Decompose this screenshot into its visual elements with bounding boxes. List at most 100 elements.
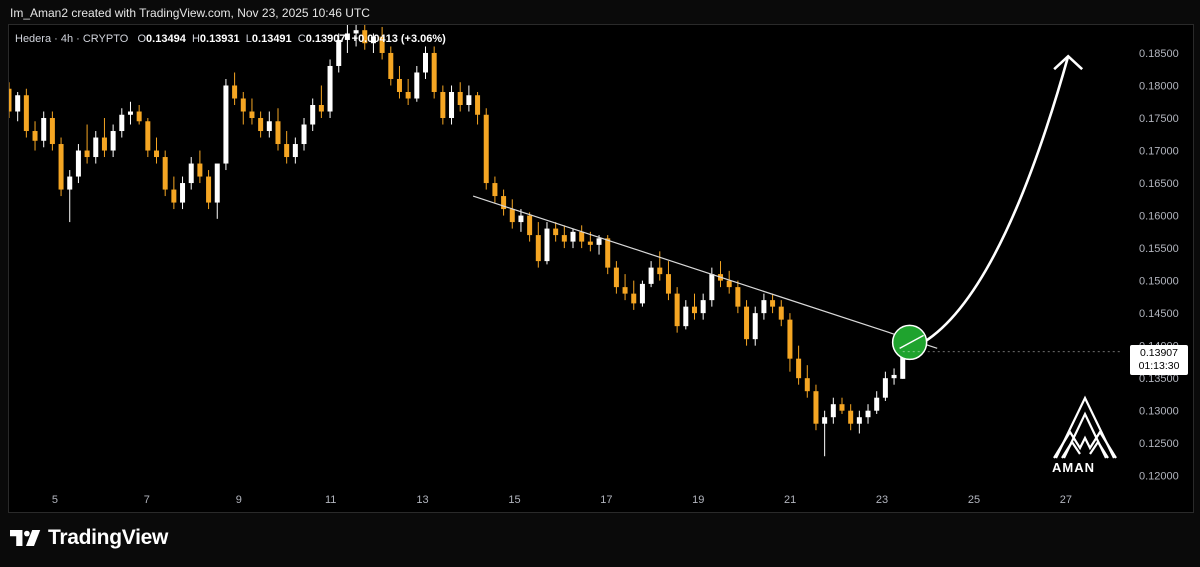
candle-body (475, 95, 481, 115)
candle (865, 404, 871, 424)
candle-body (449, 91, 455, 119)
y-tick-label: 0.17500 (1139, 113, 1179, 125)
candle (830, 397, 836, 424)
candle-body (839, 404, 845, 411)
candle (396, 65, 402, 99)
candle-body (240, 98, 246, 112)
candle-body (362, 30, 368, 44)
candle (518, 209, 524, 232)
chart-panel[interactable]: 0.120000.125000.130000.135000.140000.145… (8, 24, 1194, 513)
candle (648, 261, 654, 288)
candle-body (49, 118, 55, 145)
low-value: 0.13491 (251, 33, 292, 45)
candle-body (709, 274, 715, 301)
x-tick-label: 13 (416, 494, 428, 506)
candle-body (570, 231, 576, 242)
price-chart[interactable]: 0.120000.125000.130000.135000.140000.145… (9, 25, 1193, 512)
candle-body (41, 118, 47, 141)
candle (422, 46, 428, 79)
candle-body (770, 300, 776, 307)
candle-body (440, 91, 446, 119)
candle-body (15, 95, 21, 112)
candle-body (492, 183, 498, 197)
high-value: 0.13931 (199, 33, 240, 45)
candle (735, 280, 741, 314)
candle (605, 235, 611, 275)
candle-body (813, 391, 819, 424)
candle (726, 270, 732, 294)
low-label: L (245, 33, 252, 45)
candle-body (422, 52, 428, 73)
candle (275, 108, 281, 151)
candle-body (830, 404, 836, 418)
candle-body (778, 306, 784, 320)
candle (344, 25, 350, 53)
candle-body (856, 417, 862, 424)
candle-body (119, 114, 125, 132)
y-tick-label: 0.15500 (1139, 243, 1179, 255)
tradingview-logo[interactable]: TradingView (10, 526, 168, 550)
candle-body (648, 267, 654, 284)
candle (622, 274, 628, 301)
candle (848, 404, 854, 431)
candle-body (657, 267, 663, 275)
overlay-layer (472, 54, 1121, 361)
candle-body (726, 280, 732, 288)
candle (336, 33, 342, 73)
y-tick-label: 0.18000 (1139, 80, 1179, 92)
candle-body (796, 358, 802, 379)
candle-body (544, 228, 550, 262)
candle-body (75, 150, 81, 177)
candle (856, 410, 862, 434)
candle (67, 170, 73, 223)
candle (839, 397, 845, 414)
x-tick-label: 9 (236, 494, 242, 506)
candle-body (683, 306, 689, 327)
candle (665, 261, 671, 301)
candle-body (266, 121, 272, 132)
candle-body (310, 105, 316, 125)
candle (58, 137, 64, 197)
candle (388, 46, 394, 86)
candle-body (214, 163, 220, 203)
candle (75, 144, 81, 184)
candle (770, 293, 776, 314)
candle-body (136, 111, 142, 122)
candle (310, 98, 316, 132)
candle (778, 300, 784, 327)
candle-body (900, 351, 906, 379)
candle (23, 88, 29, 138)
x-tick-label: 19 (692, 494, 704, 506)
chart-attribution: Im_Aman2 created with TradingView.com, N… (10, 6, 370, 20)
candle-body (761, 300, 767, 314)
candle-body (882, 378, 888, 398)
candle (457, 82, 463, 112)
candle-body (336, 39, 342, 66)
candle-body (501, 196, 507, 210)
y-tick-label: 0.13000 (1139, 406, 1179, 418)
candle (145, 118, 151, 158)
candle-body (466, 95, 472, 106)
candle-body (318, 105, 324, 112)
candle (882, 371, 888, 401)
candle (440, 85, 446, 125)
candle-body (752, 313, 758, 340)
candle (431, 46, 437, 99)
y-tick-label: 0.16500 (1139, 178, 1179, 190)
candle (561, 225, 567, 249)
candle (813, 384, 819, 431)
candle (119, 108, 125, 138)
close-value: 0.13907 (305, 33, 346, 45)
candle (475, 91, 481, 125)
candle-body (67, 176, 73, 190)
candle (188, 157, 194, 190)
candle-body (622, 287, 628, 294)
candle (639, 280, 645, 307)
candle-body (665, 274, 671, 294)
x-tick-label: 7 (144, 494, 150, 506)
candle (110, 124, 116, 158)
candle (171, 176, 177, 210)
candle-body (405, 91, 411, 99)
candle (405, 78, 411, 106)
candle-body (84, 150, 90, 158)
